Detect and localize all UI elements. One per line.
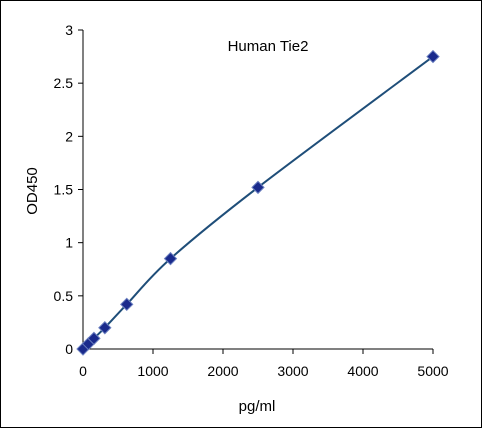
- labels-layer: Human Tie2 pg/ml OD450: [24, 38, 308, 415]
- data-points-layer: [76, 49, 440, 356]
- x-tick-label: 1000: [137, 363, 168, 379]
- fit-curve: [82, 55, 434, 350]
- x-tick-label: 2000: [207, 363, 238, 379]
- axes: 0 0.5 1 1.5 2 2.5 3 0 1000 2000 3000 4000 5000: [54, 22, 449, 379]
- data-point: [163, 251, 178, 266]
- y-tick-label: 2: [65, 128, 73, 144]
- y-tick-label: 3: [65, 22, 73, 38]
- x-tick-label: 5000: [417, 363, 448, 379]
- x-tick-label: 3000: [277, 363, 308, 379]
- data-point: [87, 331, 101, 346]
- y-tick-label: 0.5: [54, 288, 74, 304]
- x-axis-label: pg/ml: [239, 398, 276, 415]
- x-tick-label: 4000: [347, 363, 378, 379]
- data-point: [251, 180, 265, 195]
- y-tick-label: 2.5: [54, 75, 74, 91]
- x-tick-label: 0: [79, 363, 87, 379]
- y-tick-label: 1.5: [54, 182, 74, 198]
- y-tick-label: 0: [65, 341, 73, 357]
- y-axis-label: OD450: [24, 167, 41, 215]
- data-point: [98, 321, 112, 335]
- y-tick-label: 1: [65, 235, 73, 251]
- chart-annotation: Human Tie2: [228, 38, 309, 55]
- data-point: [426, 49, 440, 64]
- fit-curve-layer: [82, 55, 434, 350]
- data-point: [120, 297, 134, 312]
